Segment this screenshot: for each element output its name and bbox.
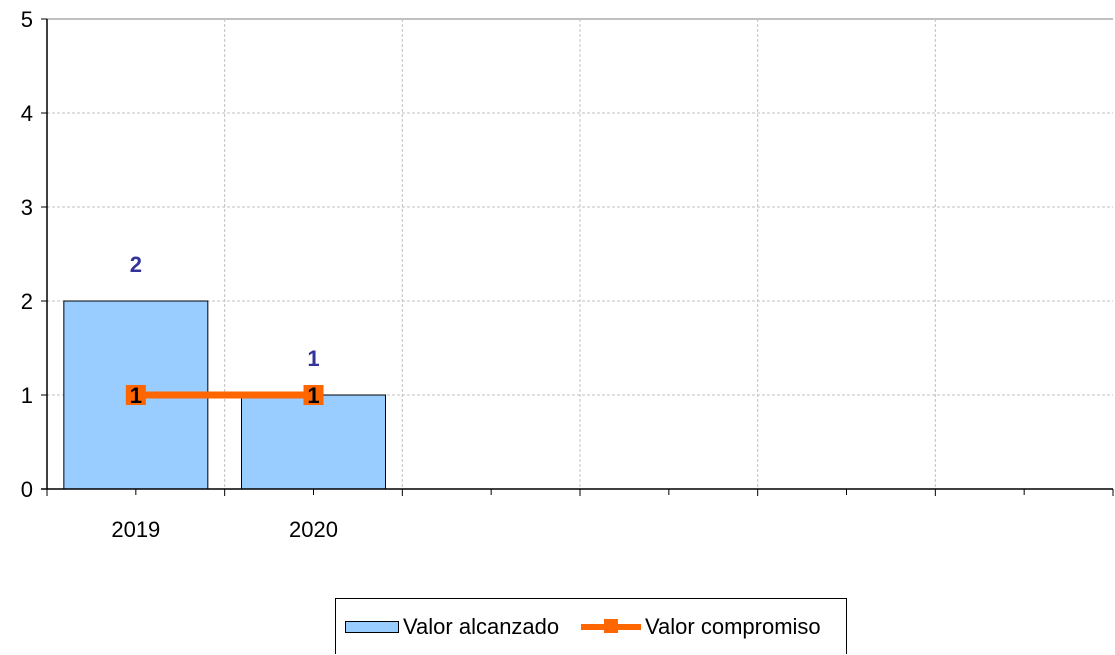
gridlines bbox=[47, 18, 1113, 489]
y-tick-label-3: 3 bbox=[21, 195, 33, 220]
axes: 0 1 2 3 4 5 2019 2020 bbox=[21, 7, 1114, 542]
legend-item-valor-alcanzado: Valor alcanzado bbox=[345, 599, 559, 655]
legend-label-valor-compromiso: Valor compromiso bbox=[645, 614, 821, 639]
bar-label-2020: 1 bbox=[307, 346, 319, 371]
point-label-2019: 1 bbox=[130, 383, 142, 408]
legend-item-valor-compromiso: Valor compromiso bbox=[581, 599, 821, 655]
x-tick-label-2019: 2019 bbox=[111, 517, 160, 542]
bar-2020 bbox=[241, 394, 386, 490]
legend-label-valor-alcanzado: Valor alcanzado bbox=[403, 614, 560, 639]
legend-swatch-line bbox=[581, 619, 641, 633]
y-tick-label-1: 1 bbox=[21, 383, 33, 408]
x-tick-label-2020: 2020 bbox=[289, 517, 338, 542]
point-label-2020: 1 bbox=[307, 383, 319, 408]
chart: 0 1 2 3 4 5 2019 2020 2 1 1 1 bbox=[21, 7, 1114, 542]
bar-label-2019: 2 bbox=[130, 252, 142, 277]
line-marker-2019 bbox=[125, 385, 146, 405]
data-labels: 2 1 1 1 bbox=[130, 252, 320, 408]
y-tick-label-5: 5 bbox=[21, 7, 33, 32]
legend: Valor alcanzado Valor compromiso bbox=[335, 598, 847, 654]
line-marker-2020 bbox=[303, 385, 324, 405]
line-valor-compromiso bbox=[125, 385, 324, 405]
y-tick-label-0: 0 bbox=[21, 477, 33, 502]
legend-swatch-bar bbox=[345, 621, 399, 633]
y-tick-label-4: 4 bbox=[21, 101, 33, 126]
y-tick-label-2: 2 bbox=[21, 289, 33, 314]
